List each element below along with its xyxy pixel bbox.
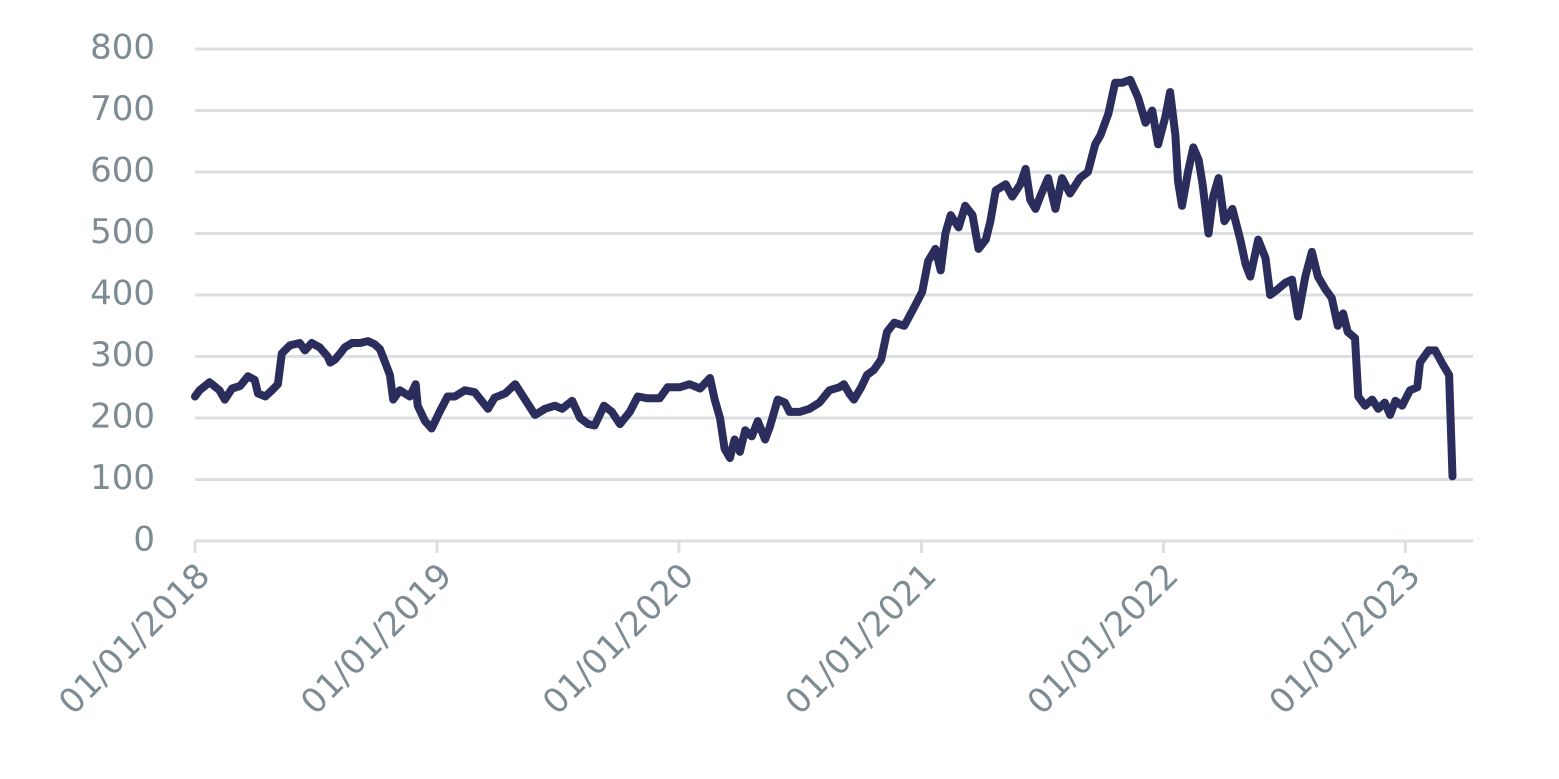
y-tick-label: 0 xyxy=(133,520,155,560)
y-tick-label: 200 xyxy=(90,397,155,437)
x-tick-label: 01/01/2022 xyxy=(1020,556,1187,723)
y-tick-label: 400 xyxy=(90,274,155,314)
y-tick-label: 800 xyxy=(90,28,155,68)
x-tick-label: 01/01/2020 xyxy=(535,556,702,723)
y-tick-label: 300 xyxy=(90,335,155,375)
x-tick-label: 01/01/2021 xyxy=(778,556,945,723)
y-tick-label: 500 xyxy=(90,212,155,252)
x-tick-label: 01/01/2019 xyxy=(293,556,460,723)
y-tick-label: 600 xyxy=(90,151,155,191)
x-tick-label: 01/01/2018 xyxy=(51,556,218,723)
price-line xyxy=(191,75,1457,481)
y-tick-label: 100 xyxy=(90,458,155,498)
x-tick-label: 01/01/2023 xyxy=(1262,556,1429,723)
y-tick-label: 700 xyxy=(90,89,155,129)
